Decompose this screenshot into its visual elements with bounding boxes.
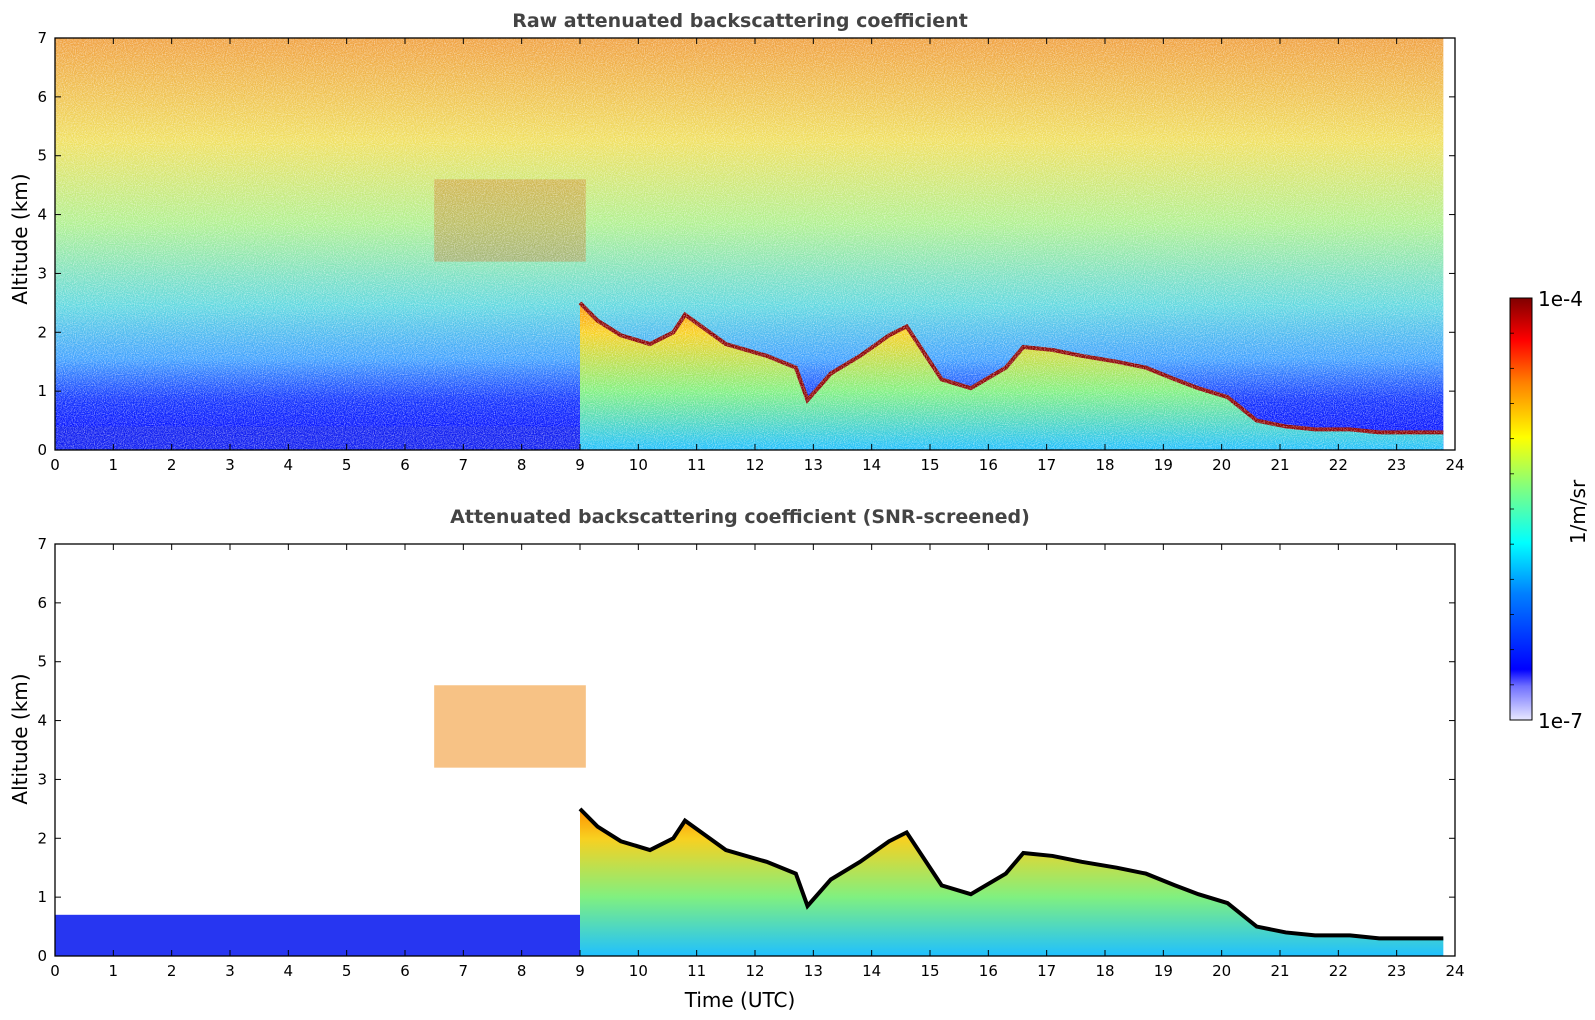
screened-axis-ticks: 0 1 2 3 4 5 6 7 8 9 10 11 12 13 14 15 16 17 18 19 20 21 22 23 24…: [37, 535, 1464, 980]
x-tick-label: 10: [629, 456, 648, 474]
x-tick-label: 2: [167, 456, 177, 474]
x-tick-label: 1: [109, 456, 119, 474]
x-tick-label: 16: [979, 962, 998, 980]
x-tick-label: 19: [1154, 456, 1173, 474]
x-tick-label: 2: [167, 962, 177, 980]
x-tick-label: 23: [1387, 456, 1406, 474]
colorbar-max-label: 1e-4: [1538, 287, 1583, 311]
x-tick-label: 20: [1212, 962, 1231, 980]
screened-backscatter-panel: Attenuated backscattering coefficient (S…: [8, 506, 1465, 1012]
elevated-aerosol-layer: [434, 685, 586, 768]
x-tick-label: 4: [284, 962, 294, 980]
x-tick-label: 20: [1212, 456, 1231, 474]
x-tick-label: 12: [745, 962, 764, 980]
x-tick-label: 8: [517, 962, 527, 980]
y-tick-label: 4: [37, 206, 47, 224]
x-tick-label: 6: [400, 456, 410, 474]
x-tick-label: 13: [804, 962, 823, 980]
y-tick-label: 1: [37, 888, 47, 906]
cloud-top-line: [578, 807, 1444, 941]
x-tick-label: 13: [804, 456, 823, 474]
x-tick-label: 17: [1037, 962, 1056, 980]
screened-y-axis-label: Altitude (km): [8, 673, 32, 804]
x-tick-label: 21: [1270, 456, 1289, 474]
x-tick-label: 22: [1329, 962, 1348, 980]
x-tick-label: 10: [629, 962, 648, 980]
dense-layer-area: [580, 808, 1444, 956]
colorbar-min-label: 1e-7: [1538, 709, 1583, 733]
x-tick-label: 14: [862, 962, 881, 980]
x-tick-label: 15: [920, 962, 939, 980]
x-axis-label: Time (UTC): [684, 988, 796, 1012]
x-tick-label: 8: [517, 456, 527, 474]
y-tick-label: 0: [37, 441, 47, 459]
x-tick-label: 24: [1445, 962, 1464, 980]
y-tick-label: 3: [37, 264, 47, 282]
x-tick-label: 7: [459, 962, 469, 980]
y-tick-label: 0: [37, 947, 47, 965]
y-tick-label: 2: [37, 323, 47, 341]
x-tick-label: 17: [1037, 456, 1056, 474]
aerosol-band: [55, 914, 627, 956]
y-tick-label: 7: [37, 535, 47, 553]
x-tick-label: 7: [459, 456, 469, 474]
x-tick-label: 0: [50, 962, 60, 980]
raw-backscatter-panel: Raw attenuated backscattering coefficien…: [8, 10, 1465, 474]
x-tick-label: 6: [400, 962, 410, 980]
y-tick-label: 3: [37, 770, 47, 788]
raw-panel-title: Raw attenuated backscattering coefficien…: [512, 10, 968, 32]
x-tick-label: 18: [1095, 962, 1114, 980]
y-tick-label: 6: [37, 594, 47, 612]
x-tick-label: 9: [575, 962, 585, 980]
y-tick-label: 5: [37, 147, 47, 165]
x-tick-label: 5: [342, 962, 352, 980]
y-tick-label: 2: [37, 829, 47, 847]
x-tick-label: 21: [1270, 962, 1289, 980]
y-tick-label: 5: [37, 653, 47, 671]
x-tick-label: 15: [920, 456, 939, 474]
y-tick-label: 7: [37, 29, 47, 47]
x-tick-label: 3: [225, 456, 235, 474]
colorbar-unit-label: 1/m/sr: [1566, 479, 1590, 544]
raw-heatmap: [55, 38, 1444, 450]
y-tick-label: 1: [37, 382, 47, 400]
screened-heatmap: [55, 544, 1455, 956]
raw-axis-ticks: 0 1 2 3 4 5 6 7 8 9 10 11 12 13 14 15 16 17 18 19 20 21 22 23 24…: [37, 29, 1464, 474]
x-tick-label: 16: [979, 456, 998, 474]
x-tick-label: 11: [687, 456, 706, 474]
screened-panel-title: Attenuated backscattering coefficient (S…: [450, 506, 1030, 528]
y-tick-label: 6: [37, 88, 47, 106]
x-tick-label: 23: [1387, 962, 1406, 980]
x-tick-label: 1: [109, 962, 119, 980]
x-tick-label: 24: [1445, 456, 1464, 474]
x-tick-label: 18: [1095, 456, 1114, 474]
x-tick-label: 19: [1154, 962, 1173, 980]
x-tick-label: 3: [225, 962, 235, 980]
x-tick-label: 11: [687, 962, 706, 980]
x-tick-label: 9: [575, 456, 585, 474]
x-tick-label: 12: [745, 456, 764, 474]
x-tick-label: 22: [1329, 456, 1348, 474]
x-tick-label: 4: [284, 456, 294, 474]
raw-heatmap-speckle: [55, 38, 1444, 450]
x-tick-label: 5: [342, 456, 352, 474]
raw-y-axis-label: Altitude (km): [8, 173, 32, 304]
y-tick-label: 4: [37, 712, 47, 730]
x-tick-label: 14: [862, 456, 881, 474]
x-tick-label: 0: [50, 456, 60, 474]
colorbar: 1e-4 1e-7 1/m/sr: [1509, 287, 1590, 733]
